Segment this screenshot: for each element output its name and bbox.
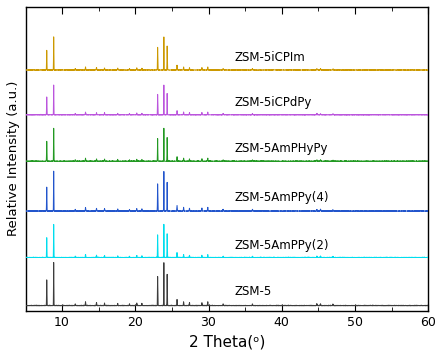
Text: ZSM-5: ZSM-5 bbox=[234, 285, 272, 298]
Text: ZSM-5AmPPy(2): ZSM-5AmPPy(2) bbox=[234, 239, 329, 252]
Text: ZSM-5AmPPy(4): ZSM-5AmPPy(4) bbox=[234, 191, 329, 204]
Text: ZSM-5iCPdPy: ZSM-5iCPdPy bbox=[234, 96, 311, 109]
X-axis label: 2 Theta(ᵒ): 2 Theta(ᵒ) bbox=[189, 334, 265, 349]
Text: ZSM-5iCPIm: ZSM-5iCPIm bbox=[234, 51, 305, 64]
Y-axis label: Relative Intensity (a.u.): Relative Intensity (a.u.) bbox=[7, 81, 20, 236]
Text: ZSM-5AmPHyPy: ZSM-5AmPHyPy bbox=[234, 142, 328, 155]
